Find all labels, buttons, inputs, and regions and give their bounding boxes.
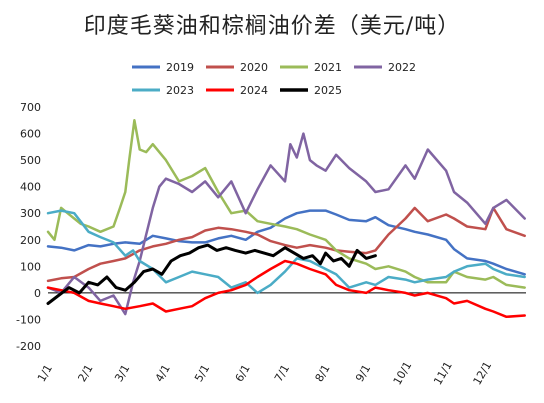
series-line-2025: [46, 243, 377, 305]
y-tick-label: 400: [20, 181, 41, 194]
x-tick-label: 6/1: [233, 362, 253, 384]
chart-title: 印度毛葵油和棕榈油价差（美元/吨）: [83, 14, 461, 39]
x-tick-label: 4/1: [153, 362, 173, 384]
series-line-2023: [46, 209, 526, 295]
legend-label-2021: 2021: [314, 61, 342, 74]
legend-label-2023: 2023: [166, 84, 194, 97]
y-tick-label: 0: [34, 287, 41, 300]
legend-label-2025: 2025: [314, 84, 342, 97]
x-tick-label: 1/1: [35, 362, 55, 384]
y-tick-label: 500: [20, 154, 41, 167]
x-tick-label: 7/1: [272, 362, 292, 384]
x-tick-label: 12/1: [471, 359, 495, 387]
legend-label-2020: 2020: [240, 61, 268, 74]
y-tick-label: -200: [16, 340, 41, 353]
series-line-2024: [46, 259, 526, 319]
y-tick-label: 600: [20, 128, 41, 141]
y-tick-label: 100: [20, 260, 41, 273]
x-tick-label: 3/1: [112, 362, 132, 384]
x-tick-label: 8/1: [313, 362, 333, 384]
x-tick-label: 11/1: [431, 359, 455, 387]
y-tick-label: 200: [20, 234, 41, 247]
series-line-2019: [46, 209, 526, 276]
x-tick-label: 5/1: [192, 362, 212, 384]
legend-label-2022: 2022: [388, 61, 416, 74]
x-tick-label: 2/1: [76, 362, 96, 384]
y-tick-label: -100: [16, 313, 41, 326]
series-line-2021: [46, 119, 526, 289]
x-tick-label: 9/1: [353, 362, 373, 384]
legend-label-2024: 2024: [240, 84, 268, 97]
x-tick-label: 10/1: [391, 359, 415, 387]
legend-label-2019: 2019: [166, 61, 194, 74]
y-tick-label: 300: [20, 207, 41, 220]
y-tick-label: 700: [20, 101, 41, 114]
series-line-2020: [46, 206, 526, 283]
